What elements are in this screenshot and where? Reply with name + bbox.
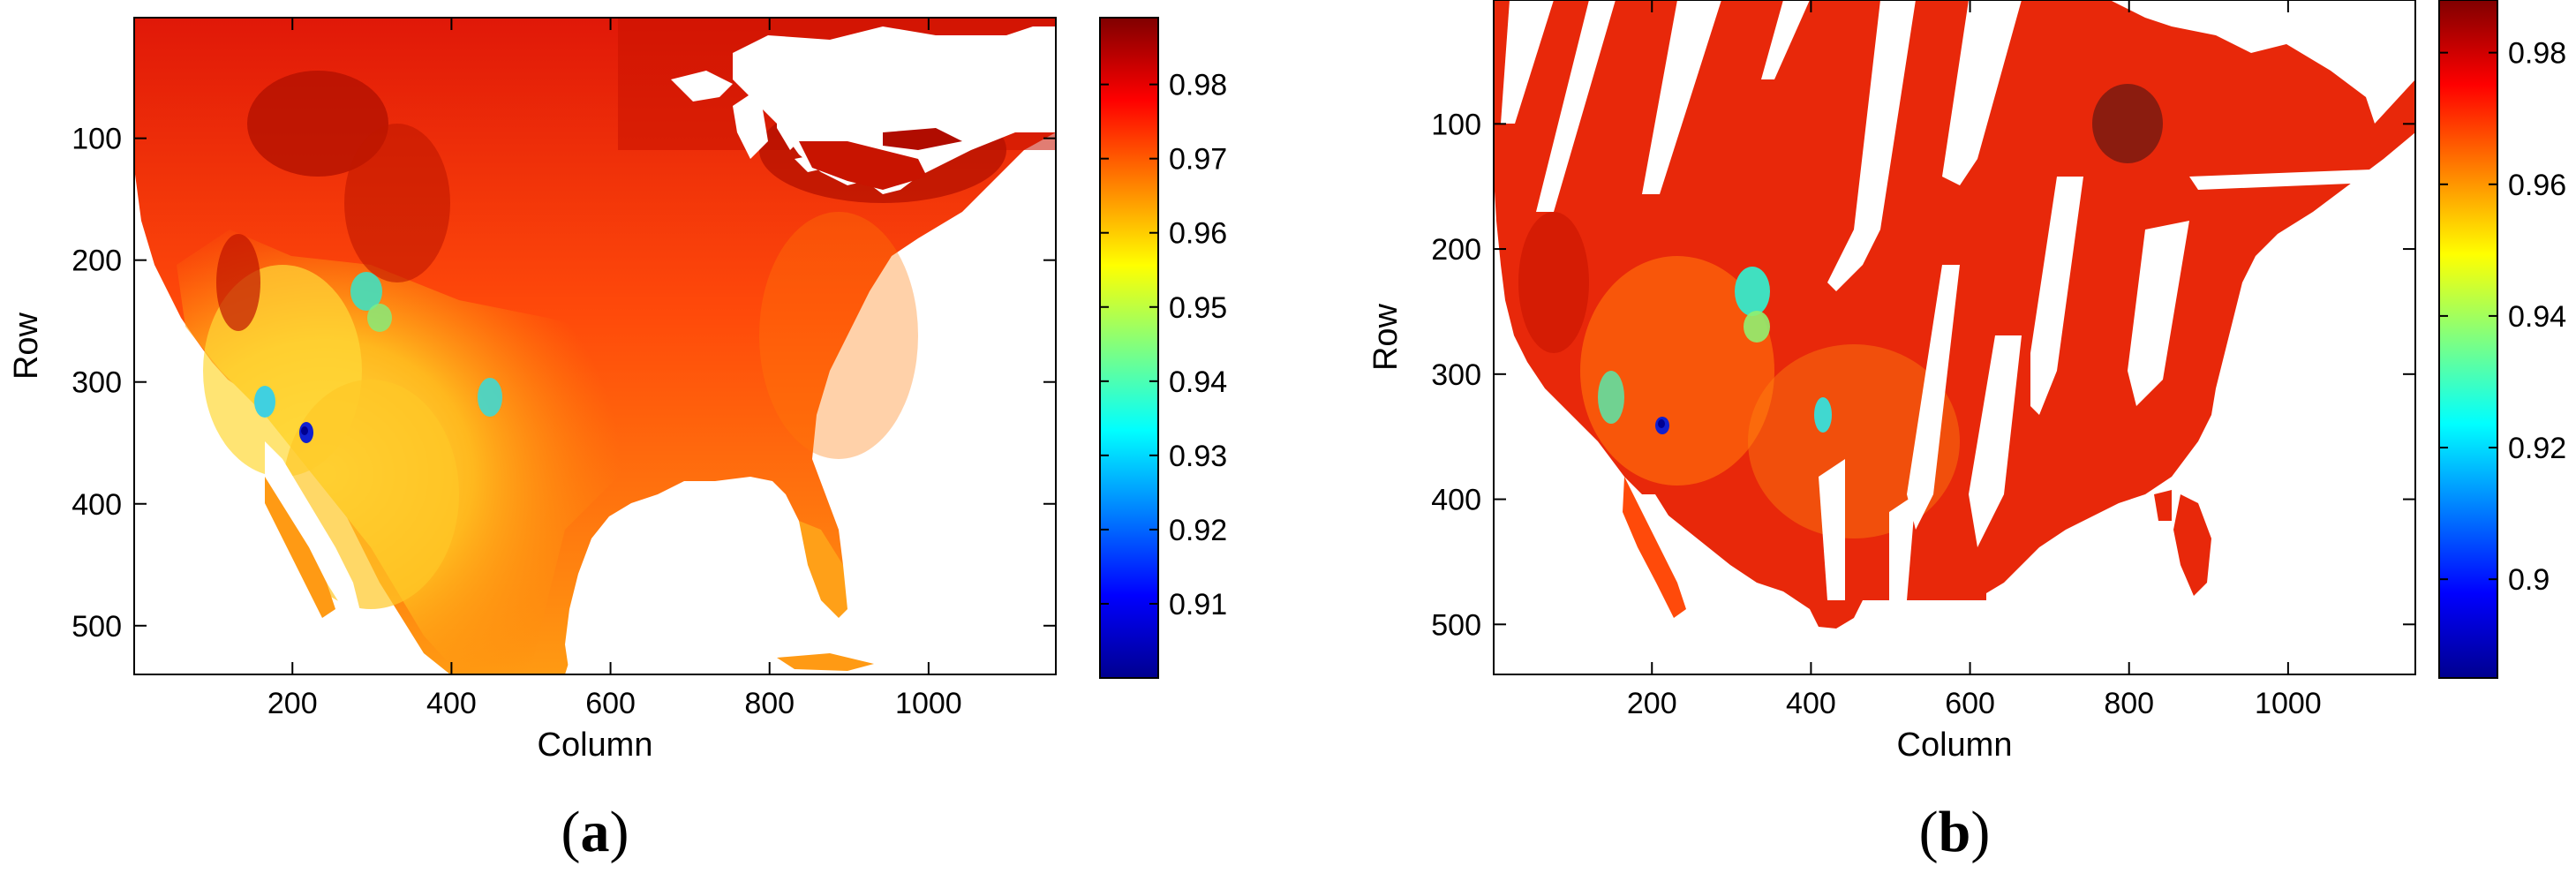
- axes-frame-a: [133, 17, 1057, 675]
- cbar-tick-label-a-5: 0.96: [1169, 217, 1227, 251]
- cbar-tick-label-a-6: 0.97: [1169, 143, 1227, 177]
- heatmap-image-b: [1494, 0, 2415, 629]
- colorbar-ticks-a: 0.91 0.92 0.93 0.94 0.95 0.96 0.97 0.98: [1100, 69, 1227, 621]
- x-tick-label-a-0: 200: [267, 687, 318, 720]
- colorbar-ticks-b: 0.9 0.92 0.94 0.96 0.98: [2439, 37, 2566, 597]
- cbar-tick-label-a-7: 0.98: [1169, 69, 1227, 102]
- cbar-tick-label-a-2: 0.93: [1169, 440, 1227, 473]
- cbar-tick-label-a-1: 0.92: [1169, 514, 1227, 547]
- cbar-tick-label-a-3: 0.94: [1169, 365, 1227, 399]
- y-tick-label-a-2: 300: [72, 366, 122, 400]
- x-tick-label-b-3: 800: [2104, 687, 2154, 720]
- colorbar-a: [1099, 17, 1159, 679]
- panel-label-b: (b): [1918, 800, 1991, 864]
- y-tick-label-a-3: 400: [72, 488, 122, 522]
- x-tick-label-a-3: 800: [744, 687, 795, 720]
- axes-b: 200 400 600 800 1000 100 200 300 400 500 Column Row: [1367, 0, 2415, 764]
- y-tick-label-b-1: 200: [1431, 233, 1481, 267]
- cbar-tick-label-b-0: 0.9: [2508, 563, 2550, 597]
- x-axis-label-b: Column: [1897, 727, 2013, 764]
- y-tick-label-b-2: 300: [1431, 358, 1481, 392]
- y-tick-label-a-4: 500: [72, 610, 122, 644]
- x-tick-label-a-2: 600: [585, 687, 636, 720]
- x-tick-label-a-4: 1000: [895, 687, 962, 720]
- x-axis-label-a: Column: [538, 727, 653, 764]
- axes-a: 200 400 600 800 1000 100 200 300 400 500 Column Row: [8, 18, 1056, 764]
- heatmap-image-a: [134, 18, 1056, 674]
- cbar-tick-label-a-4: 0.95: [1169, 291, 1227, 325]
- colorbar-b: [2438, 0, 2498, 679]
- cbar-tick-label-b-3: 0.96: [2508, 169, 2566, 202]
- x-tick-label-a-1: 400: [426, 687, 477, 720]
- y-tick-label-b-3: 400: [1431, 484, 1481, 517]
- y-axis-label-b: Row: [1367, 303, 1405, 371]
- y-tick-label-b-0: 100: [1431, 108, 1481, 141]
- cbar-tick-label-a-0: 0.91: [1169, 588, 1227, 621]
- x-tick-label-b-0: 200: [1627, 687, 1677, 720]
- cbar-tick-label-b-1: 0.92: [2508, 432, 2566, 465]
- y-tick-label-a-0: 100: [72, 123, 122, 156]
- x-tick-label-b-2: 600: [1945, 687, 1995, 720]
- x-tick-label-b-1: 400: [1786, 687, 1836, 720]
- y-tick-label-b-4: 500: [1431, 608, 1481, 642]
- x-tick-label-b-4: 1000: [2255, 687, 2322, 720]
- cbar-tick-label-b-4: 0.98: [2508, 37, 2566, 71]
- cbar-tick-label-b-2: 0.94: [2508, 300, 2566, 334]
- panel-a: 200 400 600 800 1000 100 200 300 400 500 Column Row…: [8, 17, 1227, 764]
- y-tick-label-a-1: 200: [72, 245, 122, 278]
- panel-label-a: (a): [561, 800, 629, 864]
- panel-b: 200 400 600 800 1000 100 200 300 400 500 Column Row…: [1367, 0, 2566, 764]
- axes-frame-b: [1493, 0, 2416, 675]
- y-axis-label-a: Row: [8, 312, 45, 380]
